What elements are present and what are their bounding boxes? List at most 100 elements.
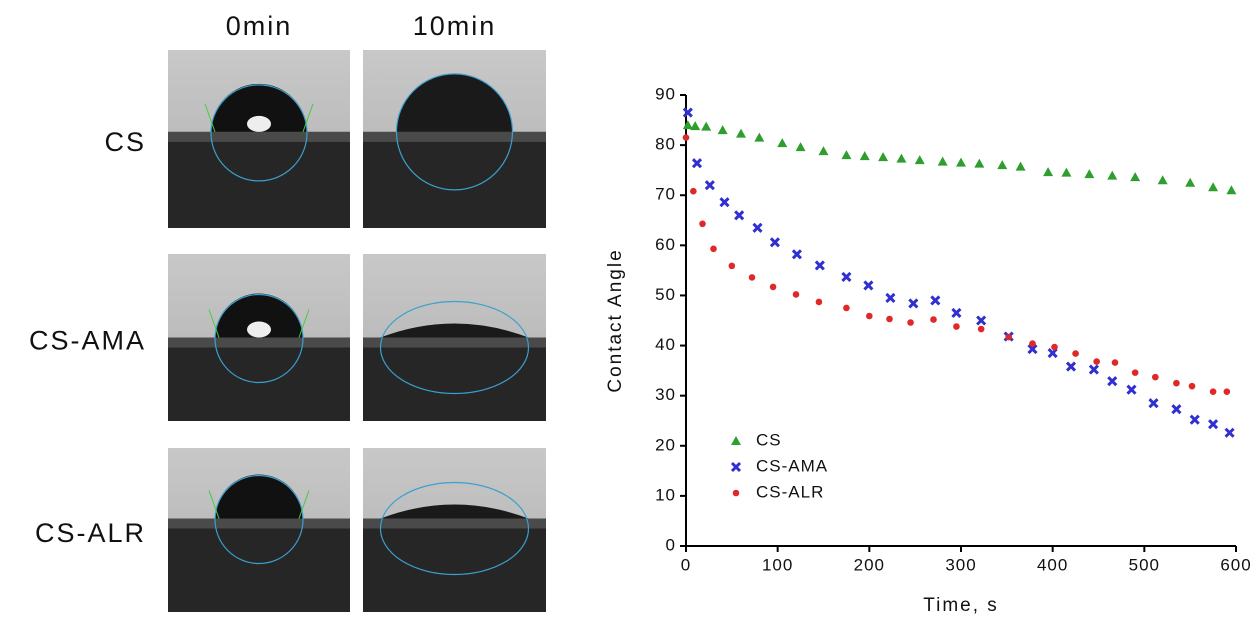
marker-triangle bbox=[974, 158, 985, 168]
y-tick-label: 0 bbox=[666, 535, 676, 554]
fit-circle bbox=[214, 474, 304, 565]
marker-triangle bbox=[690, 121, 701, 131]
angle-marker bbox=[298, 490, 310, 519]
x-tick-label: 400 bbox=[1037, 555, 1068, 574]
marker-cross bbox=[1047, 348, 1058, 359]
column-label: 0min bbox=[226, 11, 293, 41]
marker-cross bbox=[769, 237, 780, 248]
angle-marker bbox=[208, 490, 220, 519]
marker-triangle bbox=[1107, 170, 1118, 180]
marker-circle bbox=[1111, 359, 1119, 366]
marker-cross bbox=[791, 249, 802, 260]
marker-cross bbox=[1126, 384, 1137, 395]
legend-label: CS-ALR bbox=[756, 482, 824, 501]
marker-circle bbox=[866, 312, 873, 320]
droplet-highlight bbox=[247, 115, 271, 132]
droplet bbox=[215, 474, 303, 519]
angle-marker bbox=[298, 309, 310, 338]
marker-cross bbox=[930, 295, 941, 306]
y-tick-label: 50 bbox=[655, 285, 676, 304]
fit-circle bbox=[210, 84, 308, 182]
marker-triangle bbox=[736, 128, 746, 138]
marker-triangle bbox=[914, 155, 925, 165]
y-tick-label: 10 bbox=[655, 485, 676, 504]
marker-circle bbox=[1072, 350, 1079, 357]
photo-substrate bbox=[363, 518, 546, 612]
marker-cross bbox=[1171, 404, 1182, 415]
marker-circle bbox=[1051, 343, 1058, 351]
marker-circle bbox=[1131, 369, 1139, 376]
fit-circle bbox=[379, 300, 530, 395]
marker-cross bbox=[976, 315, 987, 326]
marker-circle bbox=[1173, 379, 1180, 387]
row-label: CS-AMA bbox=[29, 326, 146, 356]
photo-substrate bbox=[168, 518, 350, 612]
marker-cross bbox=[814, 260, 825, 271]
marker-triangle bbox=[841, 150, 852, 160]
photo-substrate bbox=[363, 337, 546, 421]
chart: 0 10 20 30 40 50 60 70 80 90 0 100 200 300 400 500 600 Ti… bbox=[605, 84, 1251, 616]
marker-cross bbox=[734, 210, 745, 221]
x-tick-label: 600 bbox=[1220, 555, 1251, 574]
y-axis-label: Contact Angle bbox=[605, 248, 626, 392]
x-tick-label: 300 bbox=[945, 555, 976, 574]
marker-triangle bbox=[795, 142, 806, 152]
marker-triangle bbox=[701, 121, 712, 131]
marker-triangle bbox=[1226, 185, 1237, 195]
marker-circle bbox=[977, 325, 985, 333]
photo-panel: 0min 10min CS CS-AMA CS-ALR bbox=[29, 11, 546, 612]
marker-cross bbox=[1088, 364, 1099, 375]
legend-marker bbox=[731, 436, 741, 445]
marker-triangle bbox=[937, 156, 948, 166]
marker-cross bbox=[752, 222, 763, 233]
y-tick-label: 80 bbox=[655, 135, 676, 154]
marker-cross bbox=[719, 197, 730, 208]
marker-circle bbox=[1188, 382, 1196, 390]
droplet bbox=[211, 83, 307, 132]
droplet-highlight bbox=[247, 321, 271, 338]
legend-label: CS-AMA bbox=[756, 456, 828, 475]
marker-triangle bbox=[1043, 167, 1054, 177]
y-tick-label: 20 bbox=[655, 435, 676, 454]
x-tick-label: 500 bbox=[1129, 555, 1160, 574]
marker-cross bbox=[1208, 419, 1219, 430]
marker-triangle bbox=[896, 153, 907, 163]
row-label: CS-ALR bbox=[35, 518, 146, 548]
legend-label: CS bbox=[756, 430, 782, 449]
y-tick-label: 70 bbox=[655, 185, 676, 204]
y-tick-label: 90 bbox=[655, 84, 676, 103]
marker-circle bbox=[815, 298, 823, 306]
fit-circle bbox=[214, 293, 304, 384]
marker-circle bbox=[953, 323, 960, 330]
marker-circle bbox=[792, 291, 800, 298]
droplet bbox=[396, 73, 513, 132]
marker-triangle bbox=[997, 160, 1008, 170]
marker-cross bbox=[1107, 376, 1118, 387]
fit-circle bbox=[379, 481, 530, 576]
droplet bbox=[380, 323, 529, 338]
photo-substrate-edge bbox=[168, 518, 350, 529]
marker-triangle bbox=[1208, 182, 1219, 192]
marker-triangle bbox=[682, 120, 693, 130]
marker-triangle bbox=[777, 138, 788, 148]
fit-circle bbox=[395, 73, 514, 191]
marker-triangle bbox=[754, 132, 765, 142]
marker-cross bbox=[682, 107, 693, 118]
marker-triangle bbox=[1185, 177, 1196, 187]
droplet bbox=[380, 504, 529, 519]
marker-cross bbox=[885, 292, 896, 304]
photo-substrate-edge bbox=[363, 131, 546, 142]
x-axis-label: Time, s bbox=[923, 595, 999, 616]
photo-substrate bbox=[168, 337, 350, 421]
marker-circle bbox=[682, 134, 690, 141]
marker-circle bbox=[1093, 358, 1100, 365]
photo-substrate-edge bbox=[363, 518, 546, 529]
x-tick-label: 0 bbox=[681, 555, 691, 574]
marker-circle bbox=[748, 274, 756, 281]
marker-triangle bbox=[1157, 175, 1168, 185]
legend-marker bbox=[732, 489, 740, 497]
marker-triangle bbox=[717, 125, 728, 135]
marker-cross bbox=[1027, 344, 1038, 355]
marker-circle bbox=[886, 315, 893, 323]
